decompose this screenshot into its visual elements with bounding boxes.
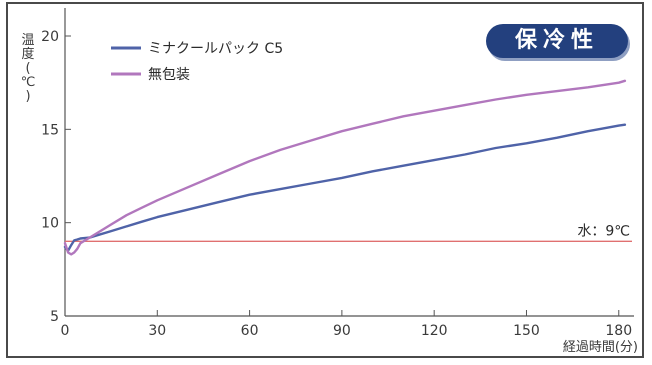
tick-labels: 5 10 15 20 0 30 60 90 120 150 180	[41, 29, 632, 339]
y-tick-label: 5	[50, 309, 59, 325]
x-axis-label: 経過時間(分)	[563, 340, 638, 355]
y-axis-label-char: 温	[21, 33, 34, 48]
reference-line-label: 水：9℃	[577, 223, 630, 239]
chart-frame: 5 10 15 20 0 30 60 90 120 150 180 水：9℃ ミナクールパック C5…	[6, 2, 644, 358]
x-tick-label: 150	[513, 323, 540, 339]
y-axis-label-char: )	[25, 89, 30, 104]
chart-axes	[64, 8, 634, 317]
x-tick-label: 30	[148, 323, 166, 339]
legend-label-2: 無包装	[148, 67, 190, 83]
y-tick-label: 10	[41, 216, 59, 232]
y-axis-label: 温度(℃)	[21, 33, 36, 104]
y-tick-label: 20	[41, 29, 59, 45]
x-tick-label: 0	[61, 323, 70, 339]
x-tick-label: 90	[333, 323, 351, 339]
series-lines	[63, 79, 627, 256]
y-tick-label: 15	[41, 122, 59, 138]
line-chart: 5 10 15 20 0 30 60 90 120 150 180 水：9℃ ミナクールパック C5…	[21, 8, 638, 355]
x-tick-label: 60	[241, 323, 259, 339]
y-axis-label-char: 度	[21, 46, 34, 62]
series-line-1	[63, 123, 627, 252]
y-axis-label-char: (	[25, 61, 30, 76]
axis-labels: 温度(℃) 経過時間(分)	[21, 33, 638, 355]
y-axis-label-char: ℃	[21, 75, 36, 90]
legend: ミナクールパック C5 無包装	[111, 41, 283, 83]
series-line-2	[63, 79, 627, 256]
x-tick-label: 120	[421, 323, 448, 339]
x-tick-label: 180	[605, 323, 632, 339]
reference-line-group: 水：9℃	[65, 223, 632, 243]
cold-retention-badge: 保冷性	[486, 24, 628, 58]
legend-label-1: ミナクールパック C5	[148, 41, 283, 57]
